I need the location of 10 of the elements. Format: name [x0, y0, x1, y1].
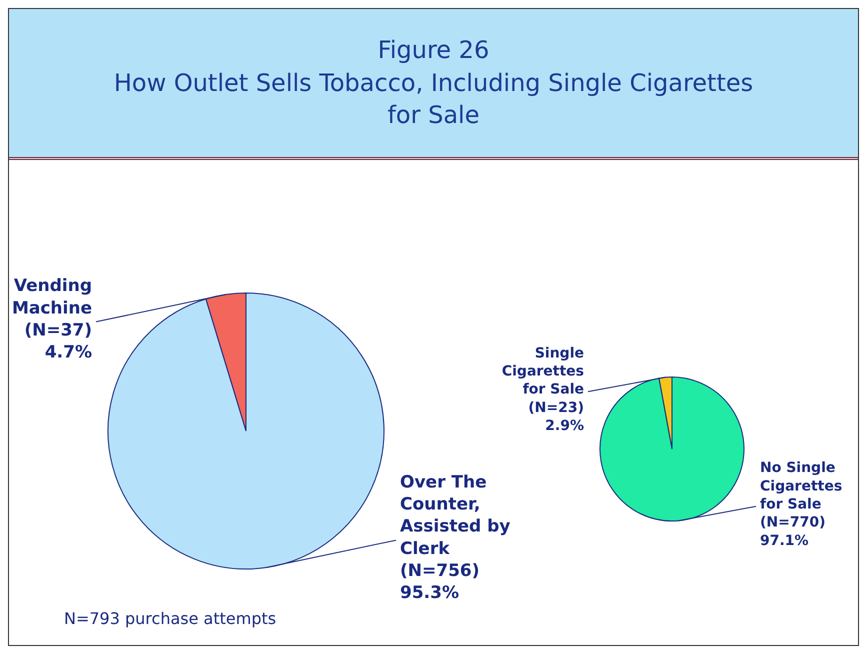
data-label: (N=23) 2.9%: [528, 400, 584, 434]
slice-label: Vending Machine: [12, 276, 92, 318]
data-label: (N=770) 97.1%: [760, 514, 826, 549]
slice-label: No Single Cigarettes for Sale: [760, 460, 842, 512]
text: N=793 purchase attempts: [64, 609, 276, 628]
slice-label: Single Cigarettes for Sale: [502, 345, 584, 398]
data-label: (N=37) 4.7%: [24, 320, 92, 362]
chart-title: Figure 26 How Outlet Sells Tobacco, Including Single Cigarettes for Sale: [114, 35, 754, 132]
slice-label: Over The Counter, Assisted by Clerk: [400, 472, 510, 559]
data-label: (N=756) 95.3%: [400, 560, 480, 603]
